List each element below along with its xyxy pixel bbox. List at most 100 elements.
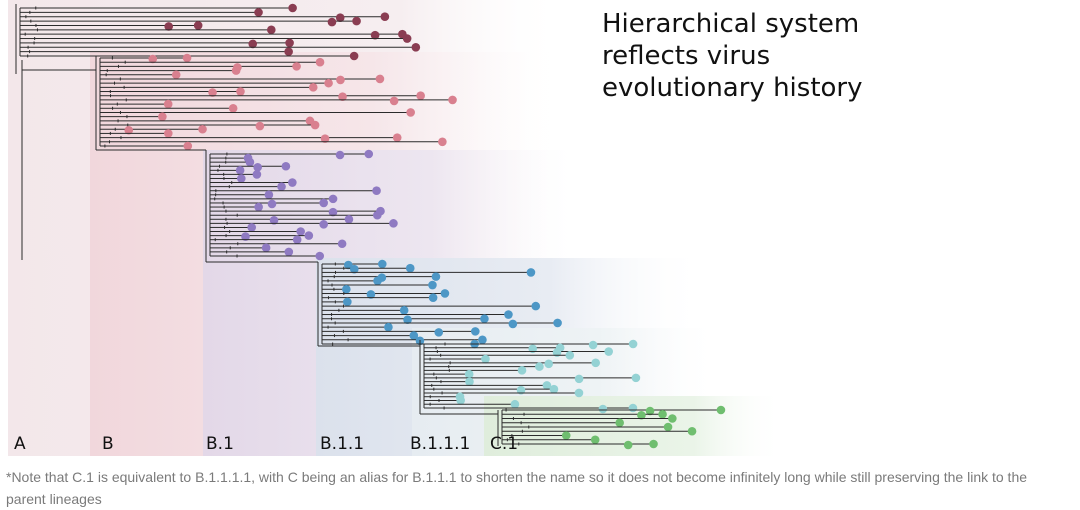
lineage-label-A: A xyxy=(14,434,26,454)
tip-B1 xyxy=(267,199,277,209)
tip-B1 xyxy=(364,149,374,159)
tip-B11 xyxy=(434,328,444,337)
tip-B11 xyxy=(440,289,450,298)
tip-B11 xyxy=(504,310,513,319)
tip-B1 xyxy=(389,219,398,228)
tip-B1 xyxy=(337,239,347,249)
tip-B11 xyxy=(403,315,412,325)
tip-A xyxy=(335,13,345,23)
tip-B11 xyxy=(480,314,489,324)
tip-B xyxy=(336,75,345,85)
tip-A xyxy=(349,51,359,61)
tip-B1 xyxy=(254,202,263,212)
tip-B xyxy=(292,62,301,71)
tip-B1 xyxy=(247,223,256,232)
tip-B1 xyxy=(304,231,314,240)
tip-B xyxy=(338,92,347,102)
tip-B1 xyxy=(335,150,345,160)
tip-B1 xyxy=(328,207,338,217)
tip-C1 xyxy=(623,440,633,450)
tip-B xyxy=(320,134,330,143)
tip-A xyxy=(193,21,203,30)
tip-B11 xyxy=(373,276,382,286)
lineage-label-B: B xyxy=(102,434,114,454)
figure-title: Hierarchical system reflects virus evolu… xyxy=(602,8,864,104)
tip-B111 xyxy=(528,344,538,354)
tip-B xyxy=(389,96,399,106)
tip-B1 xyxy=(245,157,255,167)
tip-B111 xyxy=(628,403,638,413)
tip-B111 xyxy=(631,373,641,383)
tip-B1 xyxy=(261,243,271,253)
tip-B111 xyxy=(517,366,527,375)
tip-B xyxy=(315,57,325,67)
tip-B xyxy=(416,91,425,101)
tip-B11 xyxy=(508,319,518,329)
tip-B xyxy=(198,124,207,134)
tip-B111 xyxy=(535,362,544,371)
tip-B11 xyxy=(431,272,441,281)
tip-C1 xyxy=(663,422,673,432)
tip-B11 xyxy=(399,306,409,315)
tip-B1 xyxy=(241,232,250,241)
tip-B xyxy=(310,120,320,130)
tip-B111 xyxy=(591,358,600,368)
tip-B111 xyxy=(510,399,520,409)
tip-B xyxy=(183,141,193,151)
tip-B111 xyxy=(574,388,584,398)
tip-B xyxy=(208,88,217,97)
tip-B xyxy=(406,108,415,117)
tip-B11 xyxy=(428,280,437,290)
tip-B xyxy=(228,103,238,113)
tip-B xyxy=(308,83,318,92)
tip-A xyxy=(402,34,412,43)
lineage-label-B1: B.1 xyxy=(206,434,234,454)
tip-B11 xyxy=(343,297,352,307)
tip-B1 xyxy=(281,161,291,171)
title-line-1: Hierarchical system xyxy=(602,9,860,39)
tip-B111 xyxy=(604,347,613,356)
tip-B11 xyxy=(526,268,536,277)
tip-C1 xyxy=(615,418,624,428)
lineage-label-C1: C.1 xyxy=(490,434,519,454)
tip-B11 xyxy=(342,284,351,294)
tip-B1 xyxy=(315,251,325,261)
tip-B11 xyxy=(384,322,393,332)
tip-B111 xyxy=(552,348,562,357)
tip-B11 xyxy=(478,335,487,345)
tip-B11 xyxy=(409,331,419,340)
tip-B xyxy=(124,125,134,135)
tip-B xyxy=(182,53,192,63)
tip-B11 xyxy=(349,264,359,274)
tip-B111 xyxy=(465,377,474,386)
tip-B1 xyxy=(292,235,302,244)
tip-B1 xyxy=(328,194,338,204)
tip-B111 xyxy=(628,339,638,349)
tip-B1 xyxy=(296,227,305,236)
tip-B1 xyxy=(264,190,274,200)
phylogenetic-tree xyxy=(15,3,726,450)
tip-B xyxy=(255,121,265,131)
tip-C1 xyxy=(658,409,667,419)
tip-B111 xyxy=(542,381,552,390)
tip-B11 xyxy=(531,301,541,311)
tip-B1 xyxy=(277,182,286,191)
tip-B xyxy=(448,95,457,105)
tip-B1 xyxy=(288,178,297,187)
tip-B1 xyxy=(344,214,354,224)
tip-A xyxy=(327,17,337,27)
tip-B111 xyxy=(456,396,465,405)
tip-A xyxy=(288,3,297,13)
tip-C1 xyxy=(590,435,600,445)
tip-B111 xyxy=(544,359,554,369)
tip-B1 xyxy=(253,162,262,172)
tip-B xyxy=(163,129,173,138)
tip-B xyxy=(236,87,245,96)
tip-B1 xyxy=(373,210,382,220)
tip-C1 xyxy=(716,405,726,415)
tip-A xyxy=(285,38,294,48)
tip-B1 xyxy=(237,174,246,183)
tip-B xyxy=(148,54,158,64)
tip-C1 xyxy=(637,410,646,420)
tip-C1 xyxy=(561,431,571,440)
